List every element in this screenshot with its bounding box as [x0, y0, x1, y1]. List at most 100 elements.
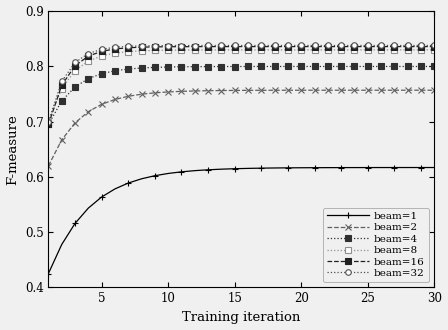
beam=8	[86, 59, 91, 63]
beam=1	[179, 170, 184, 174]
beam=32	[405, 44, 410, 48]
beam=4	[418, 64, 424, 68]
beam=8	[232, 48, 237, 52]
beam=8	[365, 48, 370, 52]
beam=8	[352, 48, 357, 52]
beam=16	[431, 45, 437, 49]
beam=16	[86, 54, 91, 58]
beam=4	[431, 64, 437, 68]
beam=8	[405, 48, 410, 52]
beam=32	[272, 44, 277, 48]
beam=2	[338, 88, 344, 92]
beam=2	[179, 89, 184, 93]
beam=2	[232, 88, 237, 92]
beam=4	[139, 66, 144, 70]
beam=8	[179, 48, 184, 52]
beam=1	[99, 195, 104, 199]
beam=2	[152, 91, 158, 95]
beam=8	[325, 48, 331, 52]
beam=16	[232, 45, 237, 49]
beam=2	[125, 94, 131, 98]
beam=16	[246, 45, 251, 49]
beam=8	[418, 48, 424, 52]
beam=2	[59, 138, 65, 142]
beam=8	[165, 48, 171, 52]
beam=4	[338, 64, 344, 68]
beam=1	[125, 181, 131, 185]
beam=32	[165, 44, 171, 48]
beam=32	[205, 44, 211, 48]
beam=16	[179, 45, 184, 49]
beam=8	[338, 48, 344, 52]
beam=2	[192, 89, 198, 93]
beam=4	[272, 64, 277, 68]
beam=16	[112, 47, 118, 51]
beam=2	[312, 88, 317, 92]
beam=2	[392, 88, 397, 92]
beam=4	[152, 65, 158, 69]
beam=16	[205, 45, 211, 49]
beam=32	[232, 44, 237, 48]
beam=4	[285, 64, 291, 68]
beam=1	[59, 243, 65, 247]
beam=16	[405, 45, 410, 49]
beam=1	[232, 167, 237, 171]
beam=1	[219, 167, 224, 171]
beam=1	[192, 169, 198, 173]
beam=32	[99, 47, 104, 51]
beam=2	[405, 88, 410, 92]
beam=4	[125, 67, 131, 71]
beam=32	[246, 44, 251, 48]
beam=2	[325, 88, 331, 92]
beam=1	[46, 272, 51, 276]
beam=16	[312, 45, 317, 49]
beam=8	[152, 49, 158, 52]
beam=16	[139, 45, 144, 49]
beam=2	[165, 90, 171, 94]
beam=4	[365, 64, 370, 68]
beam=32	[392, 44, 397, 48]
beam=32	[219, 44, 224, 48]
beam=2	[219, 88, 224, 92]
beam=1	[418, 166, 424, 170]
beam=8	[219, 48, 224, 52]
beam=32	[258, 44, 264, 48]
beam=2	[99, 102, 104, 106]
beam=32	[338, 44, 344, 48]
beam=16	[379, 45, 384, 49]
beam=2	[285, 88, 291, 92]
beam=16	[59, 83, 65, 87]
beam=4	[352, 64, 357, 68]
beam=2	[379, 88, 384, 92]
beam=16	[352, 45, 357, 49]
beam=2	[418, 88, 424, 92]
beam=16	[285, 45, 291, 49]
beam=1	[365, 166, 370, 170]
beam=16	[392, 45, 397, 49]
beam=16	[125, 46, 131, 50]
beam=32	[312, 44, 317, 48]
beam=2	[246, 88, 251, 92]
beam=32	[379, 44, 384, 48]
beam=16	[192, 45, 198, 49]
beam=1	[112, 187, 118, 191]
beam=8	[46, 120, 51, 124]
beam=4	[392, 64, 397, 68]
beam=4	[99, 72, 104, 76]
beam=1	[205, 168, 211, 172]
beam=4	[405, 64, 410, 68]
beam=1	[352, 166, 357, 170]
beam=8	[312, 48, 317, 52]
beam=32	[46, 120, 51, 124]
beam=16	[272, 45, 277, 49]
Line: beam=1: beam=1	[45, 164, 438, 277]
beam=4	[205, 65, 211, 69]
beam=2	[46, 164, 51, 168]
beam=8	[125, 50, 131, 53]
beam=4	[298, 64, 304, 68]
beam=1	[258, 166, 264, 170]
beam=4	[112, 69, 118, 73]
beam=8	[72, 69, 78, 73]
beam=32	[298, 44, 304, 48]
beam=32	[418, 44, 424, 48]
